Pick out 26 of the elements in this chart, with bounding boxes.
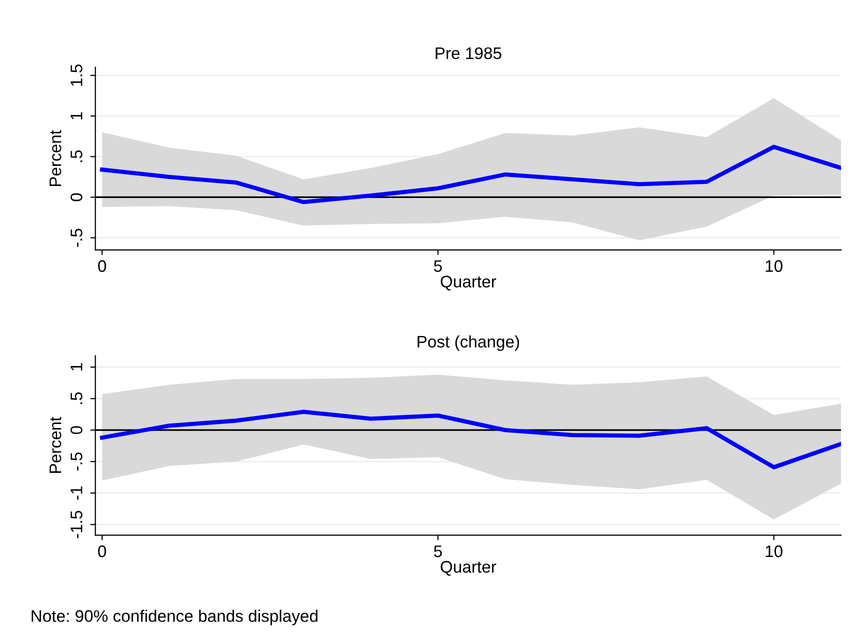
y-tick-label: -1.5 [70, 510, 82, 538]
text: Note: 90% confidence bands displayed [32, 610, 318, 626]
y-tick-label: -.5 [70, 228, 82, 247]
y-tick-label: .5 [70, 392, 82, 404]
x-tick-label: 0 [98, 545, 106, 558]
y-tick-label: 1 [70, 363, 82, 370]
chart-title: Pre 1985 [436, 47, 502, 60]
chart-title: Post (change) [418, 335, 520, 351]
x-tick-label: 10 [766, 260, 782, 272]
y-axis-title: Percent [50, 416, 62, 473]
x-axis-title: Quarter [440, 560, 496, 576]
x-tick-label: 10 [766, 545, 782, 558]
y-tick-label: 0 [70, 193, 82, 202]
line-series [100, 144, 841, 204]
x-tick-label: 0 [98, 260, 106, 272]
x-tick-label: 5 [434, 260, 442, 272]
y-tick-label: -.5 [70, 452, 82, 471]
y-tick-label: 0 [70, 426, 82, 434]
x-axis-title: Quarter [440, 276, 496, 290]
line-series [100, 410, 841, 470]
x-tick-label: 5 [434, 546, 442, 558]
y-tick-label: 1 [70, 112, 82, 120]
y-tick-label: .5 [70, 150, 82, 162]
y-axis-title: Percent [50, 130, 62, 186]
y-tick-label: 1.5 [70, 64, 82, 86]
y-tick-label: -1 [70, 486, 82, 500]
